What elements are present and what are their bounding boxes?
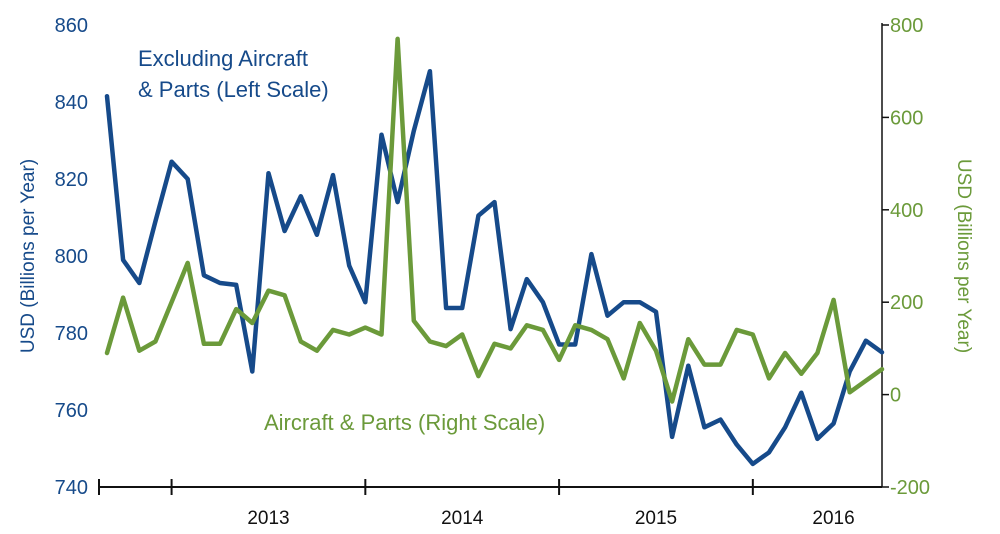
x-tick-label: 2013 xyxy=(247,508,289,529)
x-tick-label: 2014 xyxy=(441,508,484,529)
x-tick-label: 2015 xyxy=(635,508,677,529)
right-axis-title: USD (Billions per Year) xyxy=(953,159,974,353)
left-axis-ticks: 740 760 780 800 820 840 860 xyxy=(55,15,88,499)
right-tick-label: -200 xyxy=(890,477,930,499)
excluding-annotation-line1: Excluding Aircraft xyxy=(138,46,308,71)
left-tick-label: 820 xyxy=(55,169,88,191)
right-tick-label: 200 xyxy=(890,292,923,314)
left-axis-title: USD (Billions per Year) xyxy=(18,159,39,353)
series-lines xyxy=(104,36,885,467)
x-axis-ticks: 2013 2014 2015 2016 xyxy=(247,508,854,529)
x-tick-label: 2016 xyxy=(812,508,854,529)
left-tick-label: 840 xyxy=(55,92,88,114)
series-line-excluding-aircraft xyxy=(104,68,885,467)
right-tick-label: 0 xyxy=(890,385,901,407)
right-tick-label: 600 xyxy=(890,107,923,129)
series-line-aircraft-parts xyxy=(104,36,885,404)
left-tick-label: 760 xyxy=(55,400,88,422)
left-tick-label: 780 xyxy=(55,323,88,345)
left-tick-label: 740 xyxy=(55,477,88,499)
axis-group xyxy=(98,23,889,495)
right-tick-label: 800 xyxy=(890,15,923,37)
right-axis-ticks: -200 0 200 400 600 800 xyxy=(890,15,930,499)
left-tick-label: 860 xyxy=(55,15,88,37)
left-tick-label: 800 xyxy=(55,246,88,268)
excluding-annotation-line2: & Parts (Left Scale) xyxy=(138,77,329,102)
right-tick-label: 400 xyxy=(890,200,923,222)
aircraft-annotation: Aircraft & Parts (Right Scale) xyxy=(264,410,545,435)
